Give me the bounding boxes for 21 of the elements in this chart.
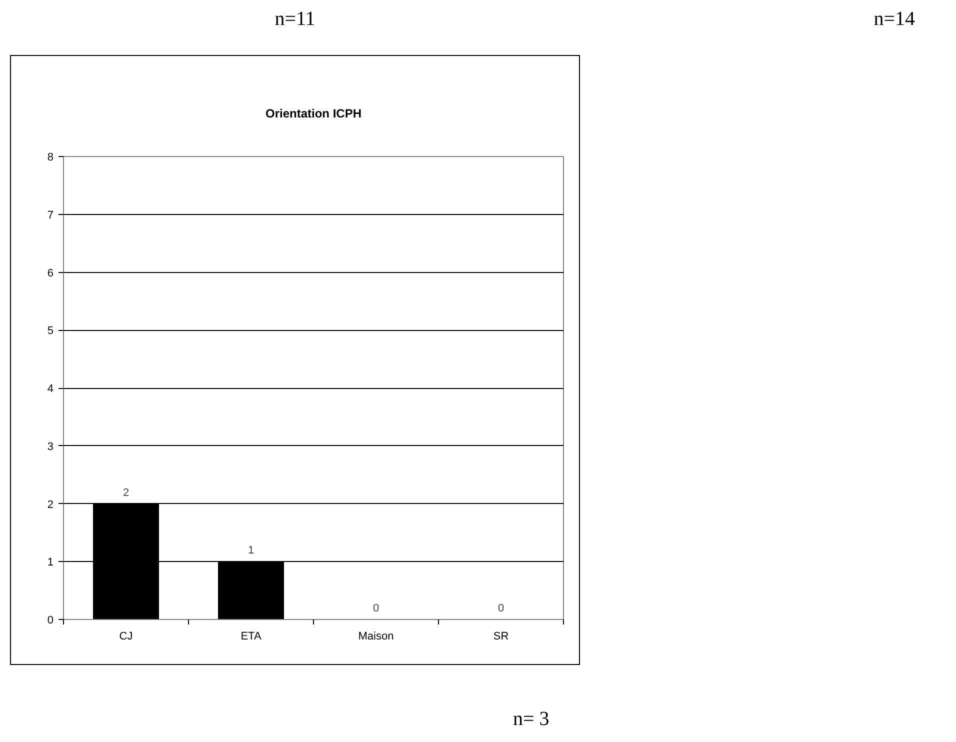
text: n=14 <box>874 7 915 32</box>
y-tick-label: 5 <box>47 325 54 338</box>
x-tick-label: ETA <box>240 630 262 642</box>
x-tick-label: Maison <box>358 630 394 642</box>
data-label: 2 <box>122 486 130 499</box>
x-tick-label: CJ <box>119 630 133 642</box>
x-tick-label: SR <box>493 630 509 642</box>
y-tick-label: 2 <box>47 498 54 511</box>
data-label: 0 <box>372 602 380 614</box>
y-tick-label: 0 <box>47 614 54 626</box>
y-tick-label: 7 <box>47 209 54 222</box>
y-tick-label: 8 <box>47 152 54 164</box>
text: n= 3 <box>513 707 550 732</box>
data-label: 0 <box>498 602 504 614</box>
data-label: 1 <box>248 544 254 557</box>
chart-title: Orientation ICPH <box>265 106 362 120</box>
y-tick-label: 6 <box>47 267 54 280</box>
text: n=11 <box>274 7 316 32</box>
y-tick-label: 4 <box>47 383 54 395</box>
y-tick-label: 3 <box>47 440 54 453</box>
y-tick-label: 1 <box>47 556 54 569</box>
